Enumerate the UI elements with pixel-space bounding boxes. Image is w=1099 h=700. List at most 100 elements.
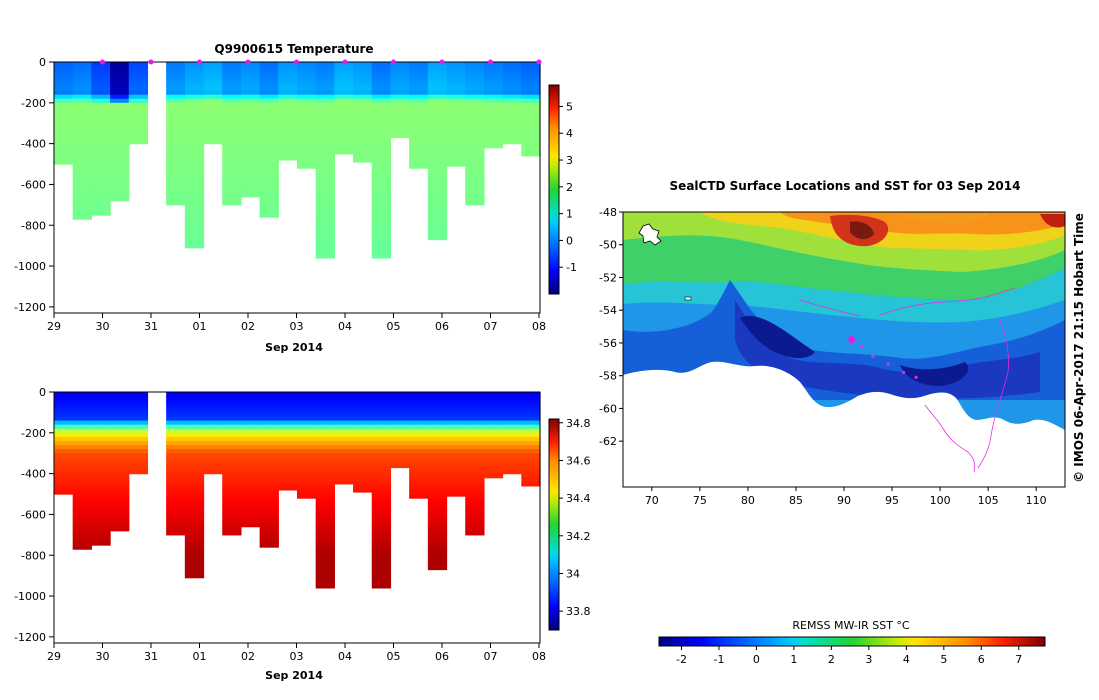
salinity-profile-20 [409, 392, 429, 499]
temperature-profile-20 [409, 62, 429, 169]
x-tick-label: 08 [532, 650, 546, 663]
profile-markers [100, 59, 542, 65]
y-tick-label: -1200 [14, 631, 46, 644]
x-tick-label: 31 [144, 650, 158, 663]
temperature-profile-15 [315, 62, 335, 259]
x-tick-label: 01 [193, 650, 207, 663]
salinity-profile-12 [259, 392, 279, 548]
sst-colorbar-tick-label: 4 [903, 653, 910, 666]
sst-colorbar-ticks: -2 -1 0 1 2 3 4 5 6 7 [676, 646, 1022, 666]
salinity-profile-18 [371, 392, 392, 589]
profile-marker [148, 59, 154, 65]
temperature-profile-12 [259, 62, 279, 218]
latitude-tick-label: -54 [599, 304, 617, 317]
x-tick-label: 06 [435, 320, 449, 333]
salinity-profile-11 [240, 392, 261, 528]
longitude-tick-label: 100 [930, 494, 951, 507]
profile-marker [100, 59, 105, 65]
track-point [886, 362, 890, 366]
salinity-profile-26 [521, 392, 541, 487]
x-tick-label: 04 [338, 650, 352, 663]
latitude-tick-label: -60 [599, 402, 617, 415]
salinity-profile-25 [502, 392, 522, 475]
salinity-panel: 0 -200 -400 -600 -800 -1000 -1200 29 30 31 01 02 03… [14, 386, 590, 682]
x-tick-label: 31 [144, 320, 158, 333]
latitude-tick-label: -50 [599, 239, 617, 252]
x-tick-label: 01 [193, 320, 207, 333]
sst-colorbar-tick-label: -1 [713, 653, 724, 666]
colorbar-tick-label: 4 [566, 127, 573, 140]
temperature-profile-7 [166, 62, 186, 206]
sst-colorbar-tick-label: -2 [676, 653, 687, 666]
colorbar-tick-label: -1 [566, 261, 577, 274]
salinity-profile-1 [54, 392, 74, 495]
profile-marker [294, 59, 299, 65]
x-tick-label: 03 [290, 320, 304, 333]
profile-marker [439, 59, 445, 65]
profile-marker [488, 59, 493, 65]
colorbar-tick-label: 5 [566, 100, 573, 113]
profile-marker [536, 59, 542, 65]
temperature-profile-2 [72, 62, 92, 220]
track-point [871, 354, 875, 358]
salinity-profile-21 [427, 392, 448, 571]
y-tick-label: -800 [21, 219, 46, 232]
sst-colorbar-tick-label: 5 [940, 653, 947, 666]
temperature-x-label: Sep 2014 [265, 341, 323, 354]
salinity-profile-9 [203, 392, 223, 475]
latitude-tick-label: -48 [599, 206, 617, 219]
colorbar-tick-label: 2 [566, 181, 573, 194]
sst-colorbar-tick-label: 7 [1015, 653, 1022, 666]
x-tick-label: 30 [96, 650, 110, 663]
temperature-title: Q9900615 Temperature [214, 42, 373, 56]
track-point [914, 375, 918, 379]
x-tick-label: 07 [484, 650, 498, 663]
longitude-axis: 70 75 80 85 90 95 100 105 110 [645, 487, 1047, 507]
profile-marker [342, 59, 348, 65]
y-tick-label: -1200 [14, 301, 46, 314]
salinity-profile-14 [297, 392, 317, 499]
sst-colorbar-tick-label: 6 [978, 653, 985, 666]
salinity-profile-13 [278, 392, 298, 491]
salinity-profile-16 [334, 392, 354, 485]
sst-colorbar-tick-label: 2 [828, 653, 835, 666]
x-tick-label: 30 [96, 320, 110, 333]
x-tick-label: 04 [338, 320, 352, 333]
seal-track [848, 336, 918, 379]
sst-colorbar-tick-label: 3 [865, 653, 872, 666]
salinity-profile-23 [465, 392, 485, 536]
x-tick-label: 02 [241, 320, 255, 333]
temperature-profile-1 [54, 62, 74, 165]
longitude-tick-label: 110 [1026, 494, 1047, 507]
y-tick-label: -1000 [14, 260, 46, 273]
longitude-tick-label: 90 [837, 494, 851, 507]
profile-marker [245, 59, 251, 65]
x-tick-label: 03 [290, 650, 304, 663]
salinity-profile-24 [483, 392, 504, 479]
x-tick-label: 29 [47, 320, 61, 333]
colorbar-tick-label: 3 [566, 154, 573, 167]
sst-field [623, 212, 1065, 487]
longitude-tick-label: 70 [645, 494, 659, 507]
salinity-x-label: Sep 2014 [265, 669, 323, 682]
salinity-profile-2 [72, 392, 92, 550]
salinity-profile-8 [184, 392, 205, 579]
colorbar-tick-label: 33.8 [566, 605, 591, 618]
temperature-profile-4 [110, 62, 130, 202]
salinity-profile-22 [446, 392, 466, 497]
y-tick-label: 0 [39, 56, 46, 69]
salinity-profile-15 [315, 392, 335, 589]
salinity-profile-19 [390, 392, 410, 469]
profile-marker [391, 59, 396, 65]
latitude-tick-label: -56 [599, 337, 617, 350]
y-tick-label: -600 [21, 178, 46, 191]
temperature-profile-13 [278, 62, 298, 161]
sst-colorbar-tick-label: 0 [753, 653, 760, 666]
temperature-profile-18 [371, 62, 392, 259]
y-tick-label: 0 [39, 386, 46, 399]
salinity-profile-3 [91, 392, 111, 546]
salinity-profile-10 [222, 392, 242, 536]
temperature-colorbar-ticks: 5 4 3 2 1 0 -1 [559, 100, 577, 274]
longitude-tick-label: 80 [741, 494, 755, 507]
